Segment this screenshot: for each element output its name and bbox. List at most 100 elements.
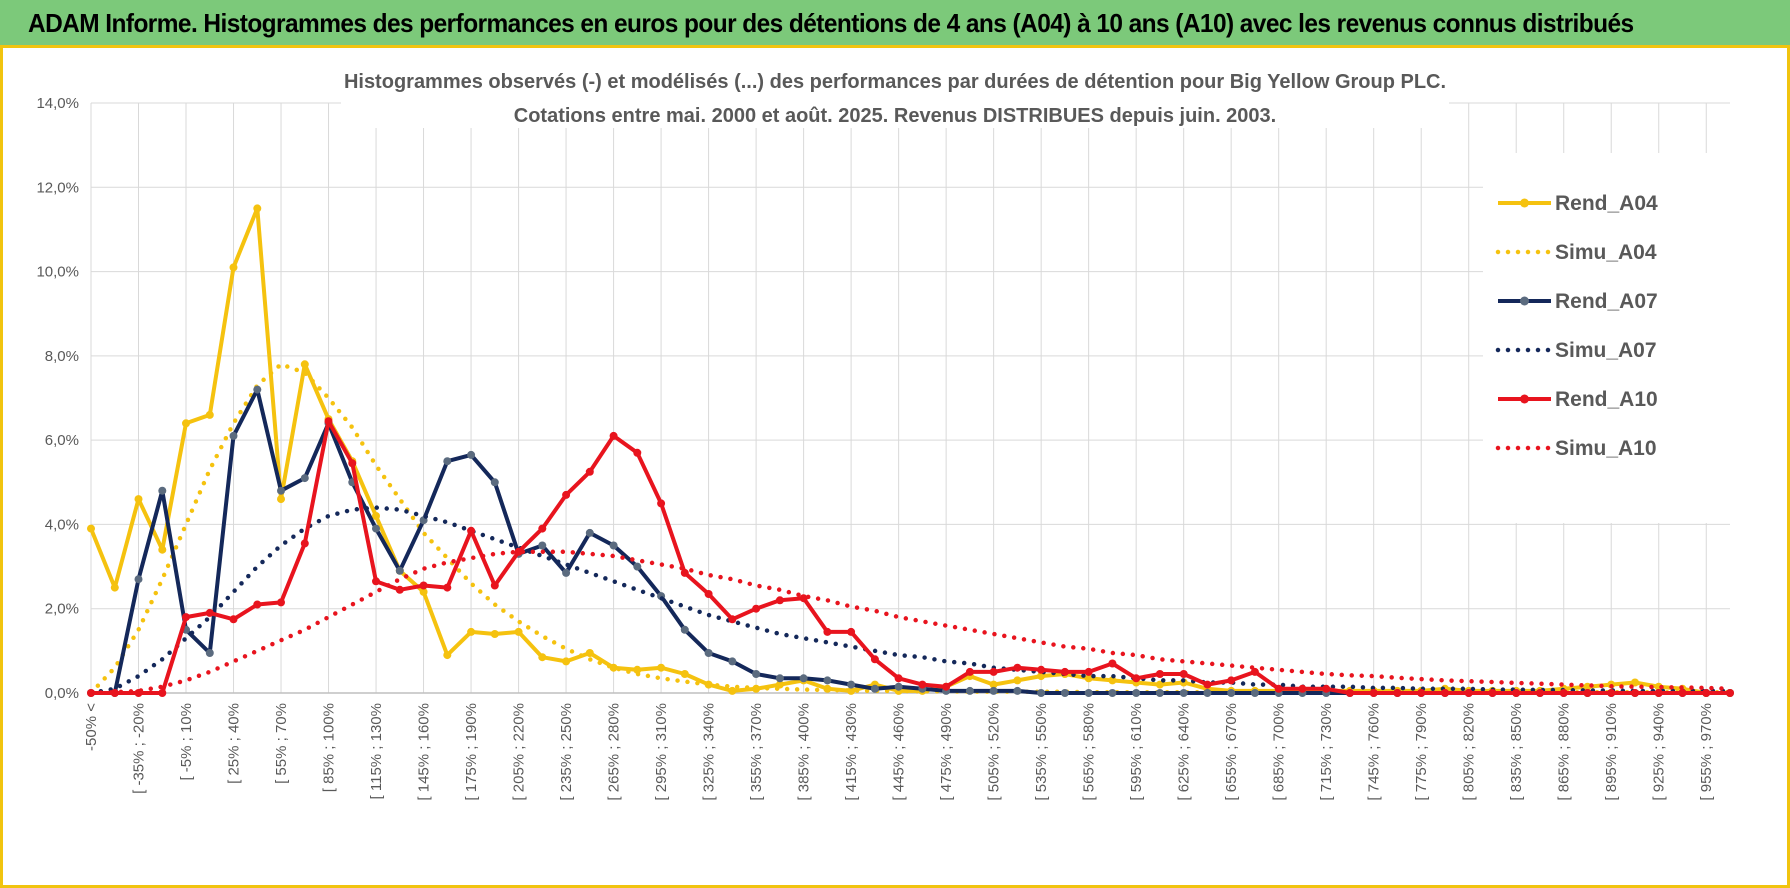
- x-tick-label: [ 475% ; 490%: [938, 703, 955, 801]
- data-point: [443, 457, 452, 466]
- x-tick-label: [ 115% ; 130%: [368, 703, 385, 799]
- data-point: [158, 545, 167, 554]
- legend-item-Rend_A04: Rend_A04: [1498, 192, 1658, 215]
- data-point: [229, 615, 238, 624]
- data-point: [1631, 678, 1639, 687]
- legend-item-Rend_A10: Rend_A10: [1498, 388, 1658, 411]
- data-point: [609, 663, 618, 672]
- x-tick-label: [ 685% ; 700%: [1271, 703, 1288, 801]
- data-point: [1013, 676, 1022, 685]
- data-point: [1108, 689, 1117, 697]
- data-point: [894, 682, 903, 691]
- data-point: [443, 651, 452, 660]
- grid-lines: [90, 102, 1730, 694]
- data-point: [300, 360, 309, 369]
- data-point: [989, 680, 998, 689]
- data-point: [467, 450, 476, 459]
- data-point: [1013, 686, 1022, 695]
- data-point: [1250, 689, 1259, 697]
- data-point: [1345, 689, 1354, 697]
- x-tick-label: [ 805% ; 820%: [1461, 703, 1478, 801]
- x-tick-label: [ 295% ; 310%: [653, 703, 670, 801]
- data-point: [1084, 674, 1093, 683]
- data-point: [1274, 684, 1283, 693]
- data-point: [1037, 665, 1046, 674]
- data-point: [657, 663, 666, 672]
- data-point: [110, 583, 119, 592]
- x-tick-label: [ 715% ; 730%: [1318, 703, 1335, 801]
- data-point: [585, 467, 594, 476]
- data-point: [538, 541, 547, 550]
- legend-label: Simu_A10: [1555, 437, 1657, 460]
- data-point: [324, 417, 333, 426]
- data-point: [1037, 689, 1046, 697]
- x-tick-label: [ -35% ; -20%: [131, 703, 148, 794]
- legend-marker: [1520, 296, 1529, 306]
- data-point: [467, 526, 476, 535]
- legend-label: Rend_A04: [1555, 192, 1658, 215]
- data-point: [277, 486, 285, 495]
- data-point: [870, 684, 879, 693]
- report-title: ADAM Informe. Histogrammes des performan…: [28, 8, 1634, 38]
- data-point: [704, 649, 713, 657]
- data-point: [467, 627, 476, 636]
- x-tick-label: [ 235% ; 250%: [558, 703, 575, 801]
- data-point: [372, 512, 380, 520]
- x-tick-label: [ 175% ; 190%: [463, 703, 480, 801]
- series-Rend_A10: [87, 417, 1734, 697]
- data-point: [1298, 684, 1307, 693]
- data-point: [633, 448, 642, 457]
- x-tick-label: [ 865% ; 880%: [1556, 703, 1573, 801]
- data-point: [158, 689, 167, 697]
- data-point: [134, 575, 143, 584]
- data-point: [1179, 689, 1188, 697]
- data-point: [1322, 684, 1331, 693]
- data-point: [847, 627, 856, 636]
- line-chart: 0,0% 2,0% 4,0% 6,0% 8,0% 10,0% 12,0% 14,0% -50%…: [36, 58, 1753, 801]
- data-point: [514, 547, 523, 556]
- x-tick-label: [ 505% ; 520%: [986, 703, 1003, 801]
- data-point: [847, 680, 856, 689]
- x-tick-label: -50% <: [83, 703, 100, 751]
- data-point: [158, 486, 167, 495]
- legend-label: Rend_A07: [1555, 290, 1658, 313]
- data-point: [870, 655, 879, 664]
- data-point: [609, 431, 618, 440]
- data-point: [1464, 689, 1473, 697]
- legend-label: Rend_A10: [1555, 388, 1658, 411]
- y-tick-label: 10,0%: [36, 264, 79, 281]
- series-Simu_A10: [88, 549, 1733, 696]
- data-point: [680, 625, 689, 634]
- data-point: [1155, 670, 1164, 678]
- series-line-Simu_A07: [88, 505, 1733, 696]
- data-point: [300, 474, 309, 483]
- x-tick-label: [ 385% ; 400%: [796, 703, 813, 801]
- data-point: [633, 665, 642, 674]
- data-point: [752, 670, 761, 678]
- data-point: [395, 585, 404, 594]
- x-tick-label: [ 745% ; 760%: [1366, 703, 1383, 801]
- data-point: [562, 490, 571, 499]
- data-point: [300, 539, 309, 548]
- x-tick-label: [ 145% ; 160%: [416, 703, 433, 801]
- data-point: [1155, 680, 1164, 689]
- data-point: [1417, 689, 1426, 697]
- series-line-Simu_A10: [88, 549, 1733, 696]
- data-point: [657, 499, 666, 508]
- series-line-Rend_A04: [89, 206, 1730, 695]
- chart-title: Histogrammes observés (-) et modélisés (…: [344, 71, 1446, 93]
- series-group: [87, 204, 1734, 697]
- x-tick-label: [ 55% ; 70%: [273, 703, 290, 784]
- y-tick-label: 14,0%: [36, 95, 79, 112]
- data-point: [182, 419, 190, 428]
- x-tick-label: [ 955% ; 970%: [1698, 703, 1715, 801]
- x-tick-label: [ 205% ; 220%: [511, 703, 528, 801]
- data-point: [1203, 689, 1212, 697]
- x-tick-label: [ -5% ; 10%: [178, 703, 195, 781]
- x-tick-label: [ 535% ; 550%: [1033, 703, 1050, 801]
- y-tick-label: 12,0%: [36, 179, 79, 196]
- x-tick-label: [ 265% ; 280%: [606, 703, 623, 801]
- data-point: [1369, 689, 1378, 697]
- data-point: [1132, 689, 1141, 697]
- data-point: [538, 653, 547, 662]
